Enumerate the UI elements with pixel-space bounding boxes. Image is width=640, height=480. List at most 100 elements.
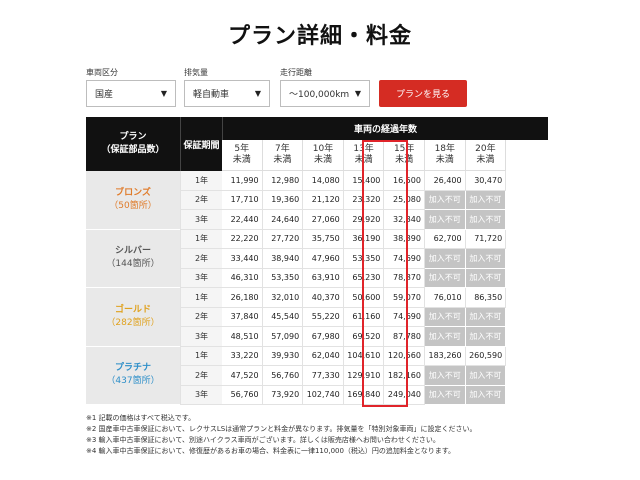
- plan-name-cell: シルバー （144箇所）: [86, 229, 180, 288]
- not-available-cell: 加入不可: [465, 249, 507, 269]
- plan-name: プラチナ: [114, 363, 151, 374]
- price-cell: 57,090: [262, 327, 304, 347]
- price-cell: 33,220: [222, 346, 263, 366]
- warranty-period-cell: 3年: [180, 327, 222, 347]
- footnote: ※2 国産車中古車保証において、レクサスLSは通常プランと料金が異なります。排気…: [86, 425, 477, 433]
- vehicle-type-select[interactable]: 国産 ▼: [86, 80, 176, 107]
- year-column-header-line: 18年: [434, 144, 456, 154]
- displacement-value: 軽自動車: [193, 90, 230, 100]
- warranty-period-cell: 2年: [180, 249, 222, 269]
- vehicle-age-header: 車両の経過年数: [222, 117, 548, 140]
- warranty-period-cell: 1年: [180, 288, 222, 308]
- price-cell: 260,590: [465, 346, 507, 366]
- plan-parts-count: （437箇所）: [106, 376, 160, 387]
- year-column-header-line: 未満: [395, 155, 414, 165]
- price-cell: 38,940: [262, 249, 304, 269]
- vehicle-type-value: 国産: [95, 90, 114, 100]
- caret-down-icon: ▼: [254, 89, 261, 98]
- price-cell: 26,180: [222, 288, 263, 308]
- plan-parts-count: （50箇所）: [109, 200, 157, 211]
- year-column-header: 18年 未満: [425, 140, 466, 171]
- price-cell: 47,960: [303, 249, 344, 269]
- price-cell: 67,980: [303, 327, 344, 347]
- not-available-cell: 加入不可: [465, 268, 507, 288]
- not-available-cell: 加入不可: [425, 249, 466, 269]
- year-column-header-line: 7年: [275, 144, 290, 154]
- not-available-cell: 加入不可: [425, 307, 466, 327]
- not-available-cell: 加入不可: [465, 327, 507, 347]
- show-plans-button[interactable]: プランを見る: [379, 80, 467, 107]
- price-cell: 249,040: [384, 385, 425, 405]
- price-cell: 38,390: [384, 229, 425, 249]
- year-column-header-line: 未満: [273, 155, 292, 165]
- page-title: プラン詳細・料金: [227, 24, 412, 49]
- vehicle-type-filter: 車両区分 国産 ▼: [86, 68, 176, 107]
- year-column-header: 7年 未満: [262, 140, 304, 171]
- warranty-period-cell: 3年: [180, 385, 222, 405]
- year-column-header: 5年 未満: [222, 140, 263, 171]
- price-cell: 14,080: [303, 171, 344, 191]
- warranty-period-header: 保証期間: [180, 117, 222, 171]
- price-cell: 86,350: [465, 288, 507, 308]
- price-cell: 27,060: [303, 210, 344, 230]
- displacement-filter: 排気量 軽自動車 ▼: [184, 68, 270, 107]
- year-column-header-line: 未満: [232, 155, 251, 165]
- price-cell: 169,840: [343, 385, 385, 405]
- price-cell: 87,780: [384, 327, 425, 347]
- mileage-label: 走行距離: [280, 68, 312, 77]
- price-cell: 120,560: [384, 346, 425, 366]
- not-available-cell: 加入不可: [465, 307, 507, 327]
- warranty-period-cell: 1年: [180, 229, 222, 249]
- price-cell: 47,520: [222, 366, 263, 386]
- year-column-header-line: 13年: [353, 144, 374, 154]
- warranty-period-cell: 1年: [180, 171, 222, 191]
- year-column-header-line: 未満: [313, 155, 332, 165]
- price-cell: 50,600: [343, 288, 385, 308]
- price-cell: 73,920: [262, 385, 304, 405]
- price-cell: 183,260: [425, 346, 466, 366]
- year-column-header-line: 未満: [354, 155, 373, 165]
- not-available-cell: 加入不可: [425, 385, 466, 405]
- price-cell: 61,160: [343, 307, 385, 327]
- price-table: プラン （保証部品数） 保証期間 車両の経過年数 5年 未満 7年 未満 10年 未満 13…: [86, 117, 548, 407]
- mileage-value: 〜100,000km: [289, 90, 350, 100]
- plan-name-cell: プラチナ （437箇所）: [86, 346, 180, 405]
- price-cell: 63,910: [303, 268, 344, 288]
- price-cell: 59,070: [384, 288, 425, 308]
- mileage-select[interactable]: 〜100,000km ▼: [280, 80, 370, 107]
- displacement-select[interactable]: 軽自動車 ▼: [184, 80, 270, 107]
- price-cell: 71,720: [465, 229, 507, 249]
- warranty-period-cell: 2年: [180, 190, 222, 210]
- footnote: ※1 記載の価格はすべて税込です。: [86, 414, 196, 422]
- price-cell: 77,330: [303, 366, 344, 386]
- price-cell: 12,980: [262, 171, 304, 191]
- price-cell: 33,440: [222, 249, 263, 269]
- plan-header-label: プラン: [119, 132, 147, 142]
- not-available-cell: 加入不可: [465, 366, 507, 386]
- price-cell: 104,610: [343, 346, 385, 366]
- price-cell: 35,750: [303, 229, 344, 249]
- price-cell: 22,440: [222, 210, 263, 230]
- price-cell: 46,310: [222, 268, 263, 288]
- price-cell: 32,010: [262, 288, 304, 308]
- price-cell: 30,470: [465, 171, 507, 191]
- not-available-cell: 加入不可: [425, 327, 466, 347]
- footnote: ※4 輸入車中古車保証において、修復歴があるお車の場合、料金表に一律110,00…: [86, 447, 456, 455]
- warranty-period-cell: 3年: [180, 268, 222, 288]
- price-cell: 39,930: [262, 346, 304, 366]
- price-cell: 17,710: [222, 190, 263, 210]
- plan-parts-count: （282箇所）: [106, 317, 160, 328]
- year-column-header: 10年 未満: [303, 140, 344, 171]
- price-cell: 29,920: [343, 210, 385, 230]
- price-cell: 36,190: [343, 229, 385, 249]
- price-cell: 15,400: [343, 171, 385, 191]
- not-available-cell: 加入不可: [425, 268, 466, 288]
- warranty-period-cell: 2年: [180, 366, 222, 386]
- price-cell: 48,510: [222, 327, 263, 347]
- price-cell: 56,760: [262, 366, 304, 386]
- plan-name: ブロンズ: [115, 187, 151, 198]
- warranty-period-cell: 2年: [180, 307, 222, 327]
- price-cell: 78,870: [384, 268, 425, 288]
- caret-down-icon: ▼: [160, 89, 167, 98]
- footnote: ※3 輸入車中古車保証において、別途ハイクラス車両がございます。詳しくは販売店様…: [86, 436, 440, 444]
